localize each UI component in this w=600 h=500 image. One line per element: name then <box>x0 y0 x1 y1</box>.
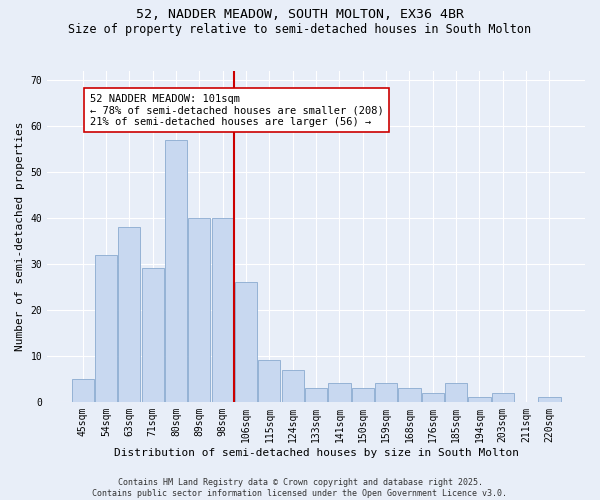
Bar <box>375 384 397 402</box>
Bar <box>422 392 444 402</box>
Bar <box>188 218 211 402</box>
Text: Size of property relative to semi-detached houses in South Molton: Size of property relative to semi-detach… <box>68 22 532 36</box>
Y-axis label: Number of semi-detached properties: Number of semi-detached properties <box>15 122 25 351</box>
Bar <box>328 384 350 402</box>
Bar <box>538 397 560 402</box>
Text: 52 NADDER MEADOW: 101sqm
← 78% of semi-detached houses are smaller (208)
21% of : 52 NADDER MEADOW: 101sqm ← 78% of semi-d… <box>90 94 383 126</box>
Bar <box>212 218 234 402</box>
Bar <box>281 370 304 402</box>
Bar <box>445 384 467 402</box>
Bar <box>398 388 421 402</box>
Text: 52, NADDER MEADOW, SOUTH MOLTON, EX36 4BR: 52, NADDER MEADOW, SOUTH MOLTON, EX36 4B… <box>136 8 464 20</box>
Bar <box>71 379 94 402</box>
Bar <box>118 227 140 402</box>
Bar <box>235 282 257 402</box>
Bar <box>95 254 117 402</box>
Bar <box>142 268 164 402</box>
Bar <box>469 397 491 402</box>
Bar <box>305 388 327 402</box>
Text: Contains HM Land Registry data © Crown copyright and database right 2025.
Contai: Contains HM Land Registry data © Crown c… <box>92 478 508 498</box>
X-axis label: Distribution of semi-detached houses by size in South Molton: Distribution of semi-detached houses by … <box>113 448 518 458</box>
Bar <box>352 388 374 402</box>
Bar <box>259 360 280 402</box>
Bar <box>165 140 187 402</box>
Bar <box>492 392 514 402</box>
